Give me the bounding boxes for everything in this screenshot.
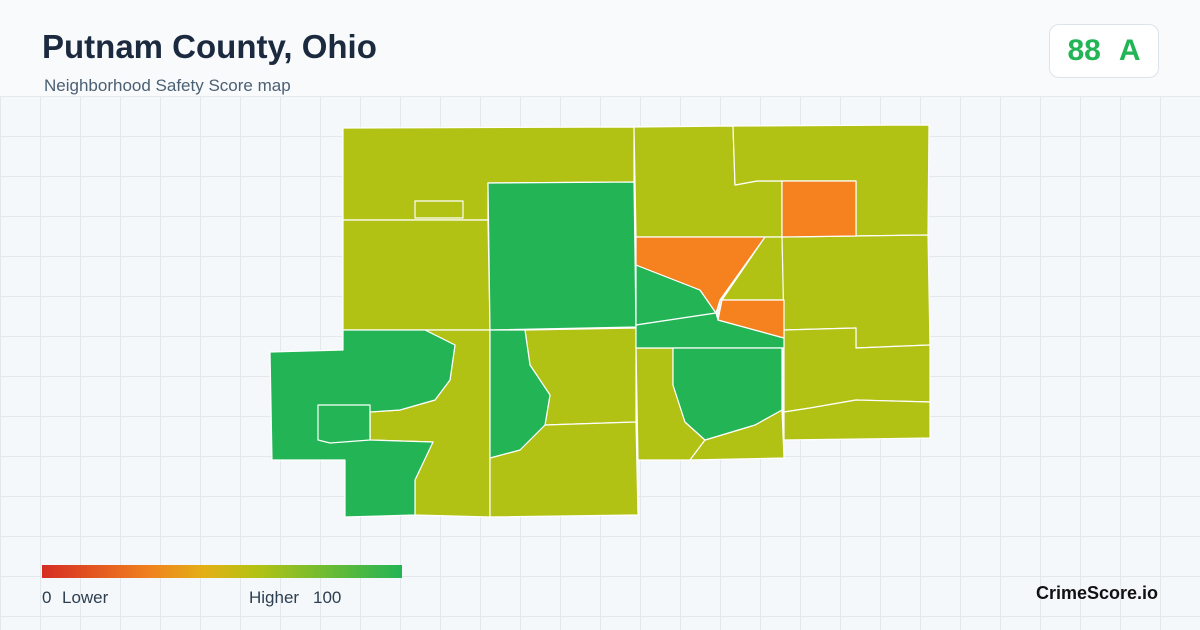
subtitle: Neighborhood Safety Score map [44,76,291,95]
score-badge: 88 A [1049,24,1159,78]
header: Putnam County, Ohio Neighborhood Safety … [0,0,1200,97]
score-grade: A [1118,34,1141,67]
legend-max: 100 [313,588,342,607]
legend-gradient [42,565,402,578]
brand: CrimeScore.io [1035,583,1158,603]
legend-min-label: Lower [62,588,109,607]
title: Putnam County, Ohio [42,28,377,65]
region-safe [269,181,785,518]
legend-min: 0 [42,588,52,607]
score-value: 88 [1067,34,1101,67]
legend-max-label: Higher [249,588,300,607]
region-lower [635,180,857,339]
